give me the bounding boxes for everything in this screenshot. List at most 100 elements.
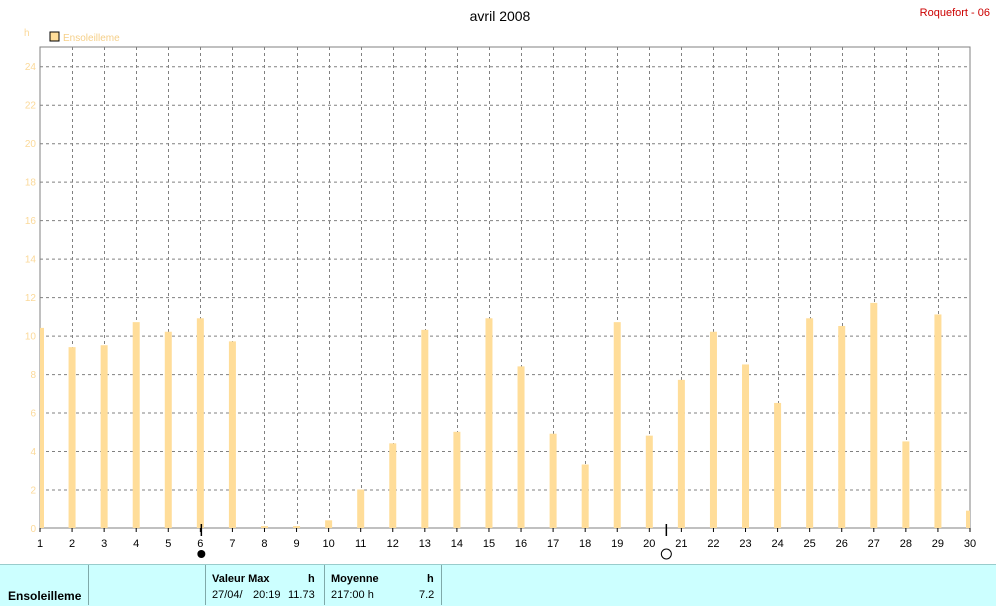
max-time: 20:19	[253, 589, 281, 601]
mean-value: 7.2	[419, 589, 435, 601]
bar	[902, 441, 910, 528]
bar	[485, 318, 493, 528]
footer-max-cell: Valeur Max h 27/04/ 20:19 11.73	[206, 565, 325, 605]
x-tick-label: 29	[932, 538, 944, 550]
x-tick-label: 17	[547, 538, 559, 550]
x-tick-label: 6	[197, 538, 203, 550]
bar	[742, 364, 750, 528]
x-tick-label: 8	[261, 538, 267, 550]
bar	[164, 331, 172, 528]
x-tick-label: 19	[611, 538, 623, 550]
y-tick-label: 12	[25, 293, 37, 304]
moon-phase-icon	[197, 550, 206, 558]
legend-label: Ensoleilleme	[63, 33, 120, 44]
x-tick-label: 25	[804, 538, 816, 550]
y-tick-label: 20	[25, 139, 37, 150]
summary-footer: Ensoleilleme Valeur Max h 27/04/ 20:19 1…	[0, 564, 996, 606]
footer-series-label: Ensoleilleme	[8, 589, 82, 603]
x-tick-label: 10	[322, 538, 334, 550]
x-tick-labels: 1 2 3 4 5 6 7 8 9 10 11 12 13 14 15 16 17 18 19 20 21 22 23 24 2…	[37, 528, 976, 550]
x-tick-label: 9	[293, 538, 299, 550]
moon-phase-markers	[197, 524, 672, 560]
x-tick-label: 13	[419, 538, 431, 550]
bar	[677, 379, 685, 528]
x-tick-label: 28	[900, 538, 912, 550]
x-tick-label: 27	[868, 538, 880, 550]
bar	[421, 329, 429, 528]
bar	[68, 347, 76, 528]
y-tick-label: 10	[25, 332, 37, 343]
bar	[453, 431, 461, 528]
x-tick-label: 14	[451, 538, 463, 550]
x-tick-label: 11	[355, 538, 366, 550]
bar	[293, 526, 301, 528]
x-tick-label: 15	[483, 538, 495, 550]
mean-total: 217:00 h	[331, 589, 374, 601]
bar	[517, 366, 525, 528]
y-tick-label: 0	[30, 524, 36, 535]
bar	[325, 520, 333, 528]
x-tick-label: 1	[37, 538, 43, 550]
bar	[196, 318, 204, 528]
bar-series	[40, 302, 970, 528]
legend-swatch	[49, 31, 60, 42]
x-tick-label: 26	[836, 538, 848, 550]
footer-empty-cell	[89, 565, 206, 605]
bar	[228, 341, 236, 528]
plot-frame	[39, 46, 971, 529]
station-name: Roquefort - 06	[920, 7, 990, 19]
y-tick-label: 8	[30, 370, 36, 381]
bar	[838, 325, 846, 528]
chart-title: avril 2008	[470, 8, 531, 24]
bar	[774, 402, 782, 528]
max-header: Valeur Max	[212, 573, 270, 585]
max-unit: h	[308, 573, 315, 585]
x-tick-label: 23	[739, 538, 751, 550]
bar	[389, 443, 397, 528]
bar	[966, 510, 970, 528]
bar	[613, 322, 621, 528]
x-tick-label: 24	[771, 538, 783, 550]
y-tick-label: 18	[25, 178, 37, 189]
bar	[806, 318, 814, 528]
x-tick-label: 18	[579, 538, 591, 550]
y-axis-unit: h	[24, 28, 30, 39]
x-tick-label: 20	[643, 538, 655, 550]
moon-phase-icon	[660, 548, 672, 560]
mean-unit: h	[427, 573, 434, 585]
max-value: 11.73	[288, 589, 315, 601]
y-tick-label: 14	[25, 255, 37, 266]
y-tick-label: 4	[30, 447, 36, 458]
chart-area: avril 2008 Roquefort - 06 h Ensoleilleme…	[24, 7, 990, 560]
x-tick-label: 16	[515, 538, 527, 550]
x-tick-label: 3	[101, 538, 107, 550]
mean-header: Moyenne	[331, 573, 379, 585]
footer-series-cell: Ensoleilleme	[0, 565, 89, 605]
y-tick-label: 24	[25, 62, 37, 73]
bar	[934, 314, 942, 528]
y-tick-label: 6	[30, 409, 36, 420]
bar	[260, 526, 268, 528]
x-tick-label: 4	[133, 538, 139, 550]
y-tick-label: 16	[25, 216, 37, 227]
bar	[870, 302, 878, 528]
bar	[40, 327, 44, 528]
bar	[132, 322, 140, 528]
bar	[581, 464, 589, 528]
bar	[645, 435, 653, 528]
bar	[549, 433, 557, 528]
x-tick-label: 30	[964, 538, 976, 550]
x-tick-label: 7	[229, 538, 235, 550]
gridlines	[39, 46, 971, 529]
x-tick-label: 12	[387, 538, 399, 550]
x-tick-label: 21	[675, 538, 687, 550]
footer-mean-cell: Moyenne h 217:00 h 7.2	[325, 565, 442, 605]
x-tick-label: 2	[69, 538, 75, 550]
bar	[357, 489, 365, 528]
x-tick-label: 5	[165, 538, 171, 550]
y-tick-label: 2	[30, 486, 36, 497]
bar	[709, 331, 717, 528]
y-tick-label: 22	[25, 101, 37, 112]
bar	[100, 345, 108, 528]
